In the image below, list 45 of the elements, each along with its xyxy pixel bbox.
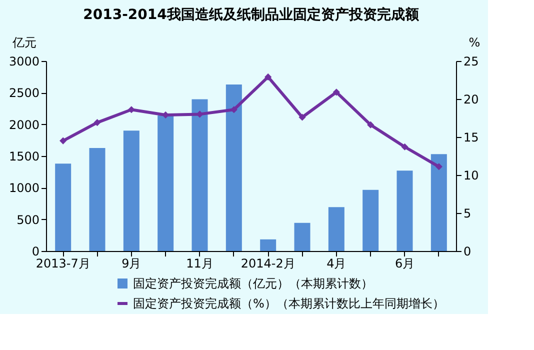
x-tick-label: 2014-2月: [240, 256, 296, 270]
point: [435, 163, 442, 170]
bar: [260, 239, 276, 251]
chart-title: 2013-2014我国造纸及纸制品业固定资产投资完成额: [83, 6, 420, 23]
bar: [123, 130, 140, 251]
point: [60, 137, 67, 144]
y2-tick-label: 25: [464, 54, 479, 68]
y2-tick-label: 0: [464, 244, 472, 258]
bar: [158, 116, 174, 251]
x-tick-label: 6月: [394, 256, 415, 270]
point: [128, 106, 135, 114]
y2-tick-label: 10: [464, 168, 479, 182]
bar: [226, 84, 242, 251]
y-tick-label: 2000: [8, 118, 40, 132]
point: [264, 73, 272, 80]
bar: [294, 222, 310, 251]
y-tick-label: 1500: [8, 150, 40, 164]
x-tick-label: 9月: [122, 256, 142, 270]
y-axis-title: 亿元: [12, 36, 36, 50]
point: [332, 88, 340, 96]
y2-tick-label: 5: [464, 206, 472, 220]
y-tick-label: 500: [16, 212, 40, 227]
bar: [396, 170, 413, 251]
legend-label: 固定资产投资完成额（%）（本期累计数比上年同期增长）: [133, 296, 444, 310]
bar: [89, 148, 106, 251]
bar: [328, 207, 344, 251]
y-tick-label: 2500: [8, 86, 40, 100]
x-tick-label: 4月: [326, 256, 346, 270]
point: [94, 119, 101, 126]
y-tick-label: 3000: [8, 54, 40, 68]
point: [401, 143, 408, 150]
bar: [55, 164, 72, 251]
y2-tick-label: 15: [464, 130, 479, 144]
y-tick-label: 0: [32, 244, 40, 258]
bar: [362, 190, 379, 251]
legend-label: 固定资产投资完成额（亿元）（本期累计数）: [133, 276, 373, 290]
point: [367, 121, 374, 128]
bar: [192, 99, 208, 251]
x-tick-label: 2013-7月: [36, 256, 90, 270]
y2-tick-label: 20: [464, 92, 479, 106]
y2-axis-title: %: [468, 36, 480, 50]
x-tick-label: 11月: [186, 256, 214, 270]
y-tick-label: 1000: [8, 181, 40, 196]
bar: [430, 154, 447, 251]
point: [298, 114, 306, 121]
